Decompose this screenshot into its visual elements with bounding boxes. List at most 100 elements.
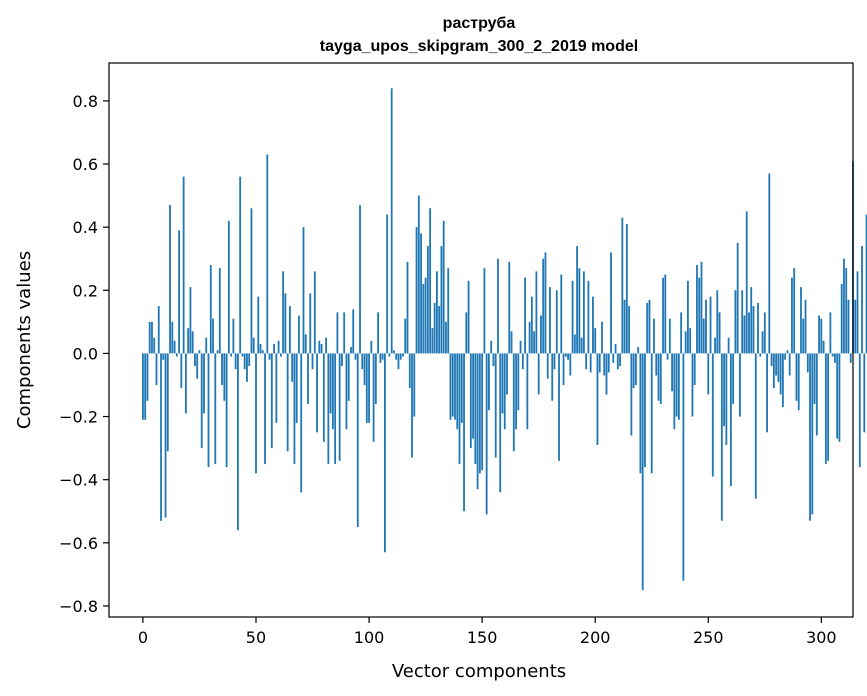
bar-component-74 <box>309 293 312 354</box>
bar-component-228 <box>657 353 660 401</box>
bar-component-231 <box>664 274 667 354</box>
bar-component-284 <box>784 353 787 360</box>
bar-component-229 <box>659 353 662 404</box>
bar-component-66 <box>291 353 294 382</box>
bar-component-107 <box>383 353 386 553</box>
bar-component-112 <box>395 353 398 360</box>
x-tick-label: 200 <box>580 628 611 647</box>
bar-component-12 <box>169 205 171 354</box>
bar-component-165 <box>515 353 517 430</box>
bar-component-145 <box>469 353 472 449</box>
bar-component-247 <box>700 261 703 354</box>
bar-component-208 <box>612 353 615 363</box>
bar-component-116 <box>404 318 407 354</box>
y-tick-label: 0.2 <box>73 281 98 300</box>
bar-component-39 <box>230 353 233 357</box>
bar-component-47 <box>248 353 251 367</box>
bar-component-172 <box>530 296 533 354</box>
bar-component-150 <box>481 353 484 471</box>
bar-component-41 <box>234 353 237 370</box>
chart-subtitle: tayga_upos_skipgram_300_2_2019 model <box>320 38 638 55</box>
bar-component-227 <box>655 353 658 376</box>
bar-component-219 <box>637 347 640 354</box>
bar-component-223 <box>646 302 649 354</box>
bar-component-22 <box>191 331 194 354</box>
bar-component-4 <box>151 321 153 354</box>
y-tick-label: −0.2 <box>59 408 98 427</box>
bar-component-14 <box>173 340 176 354</box>
bar-component-251 <box>709 296 712 354</box>
bar-component-143 <box>465 312 468 354</box>
bar-component-189 <box>569 353 572 376</box>
bar-component-131 <box>438 306 441 354</box>
bar-component-30 <box>209 265 212 354</box>
bar-component-154 <box>490 340 493 354</box>
bar-component-264 <box>739 353 741 417</box>
bar-component-58 <box>273 343 275 354</box>
bar-component-135 <box>447 268 450 354</box>
bar-component-164 <box>512 353 515 452</box>
bar-component-40 <box>232 318 235 354</box>
bar-component-52 <box>259 343 262 354</box>
bar-component-33 <box>216 350 219 354</box>
bar-component-242 <box>689 328 692 354</box>
bar-component-293 <box>804 299 807 354</box>
bar-component-87 <box>338 353 341 461</box>
bar-component-126 <box>426 246 429 354</box>
bar-component-319 <box>863 353 866 433</box>
bar-component-149 <box>478 353 481 474</box>
bar-component-290 <box>797 353 800 411</box>
bar-component-193 <box>578 268 581 354</box>
bar-component-236 <box>675 353 678 417</box>
bar-component-289 <box>795 353 798 401</box>
bar-component-146 <box>472 353 474 439</box>
bar-component-257 <box>723 353 726 427</box>
bar-component-9 <box>162 353 165 360</box>
y-axis-label: Components values <box>14 251 35 429</box>
bar-component-178 <box>544 252 547 354</box>
bar-component-70 <box>300 353 303 493</box>
bar-component-53 <box>261 350 264 354</box>
bar-component-94 <box>354 353 357 360</box>
bar-component-77 <box>316 353 318 433</box>
bar-component-225 <box>650 353 653 474</box>
bar-component-240 <box>684 331 687 354</box>
bar-component-134 <box>445 321 447 354</box>
bar-component-279 <box>772 353 775 389</box>
bar-component-212 <box>621 217 624 354</box>
bar-component-266 <box>743 315 746 354</box>
bar-component-38 <box>227 220 230 354</box>
bar-component-182 <box>553 353 556 370</box>
bar-component-216 <box>630 353 633 436</box>
bar-component-28 <box>205 337 208 354</box>
bar-component-276 <box>766 353 768 433</box>
bar-component-27 <box>203 353 205 414</box>
bar-component-46 <box>246 353 248 382</box>
bar-component-301 <box>822 340 825 354</box>
bar-component-54 <box>264 353 266 464</box>
bar-component-13 <box>171 321 174 354</box>
bar-component-180 <box>549 287 551 354</box>
bar-component-25 <box>198 350 201 354</box>
bar-component-113 <box>397 353 400 370</box>
y-tick-label: 0.0 <box>73 344 98 363</box>
bar-component-200 <box>594 328 597 354</box>
bar-component-156 <box>494 353 497 458</box>
bar-component-270 <box>752 306 755 354</box>
bar-component-188 <box>567 353 569 360</box>
bar-component-121 <box>415 227 418 354</box>
bar-component-103 <box>374 353 377 404</box>
bar-component-217 <box>632 353 635 389</box>
bar-component-73 <box>307 353 309 404</box>
bar-component-269 <box>750 287 753 354</box>
bar-component-263 <box>736 242 739 354</box>
bar-component-261 <box>732 353 735 404</box>
bar-component-205 <box>605 353 608 395</box>
y-tick-label: 0.8 <box>73 92 98 111</box>
bar-component-313 <box>849 353 852 363</box>
bar-component-183 <box>555 290 558 354</box>
bar-component-186 <box>562 353 565 385</box>
bar-component-194 <box>580 337 583 354</box>
bar-component-206 <box>607 353 610 373</box>
bar-component-5 <box>153 337 156 354</box>
